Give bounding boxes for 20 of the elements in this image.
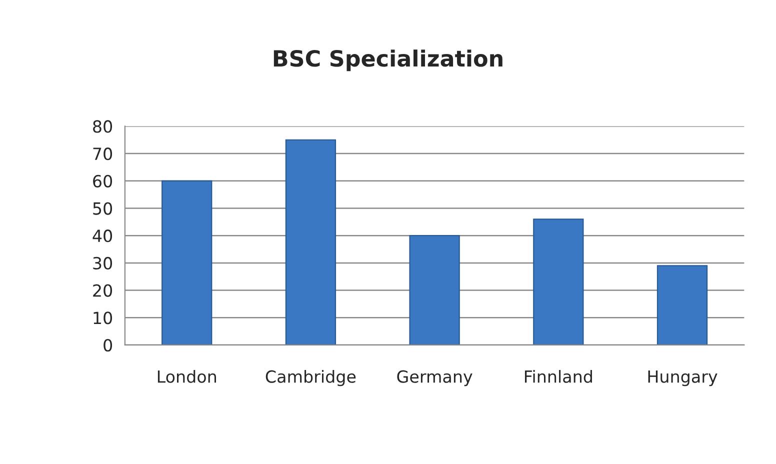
- x-tick-label: Cambridge: [266, 370, 356, 386]
- y-tick-label: 30: [93, 256, 112, 270]
- y-tick-label: 10: [94, 312, 112, 324]
- y-tick-label: 20: [93, 284, 112, 297]
- x-tick-label: Hungary: [648, 370, 718, 386]
- bar: [162, 180, 212, 345]
- x-tick-label: Germany: [397, 370, 472, 386]
- y-tick-label: 80: [93, 120, 112, 133]
- y-tick-label: 50: [93, 202, 112, 215]
- chart-title: BSC Specialization: [274, 50, 502, 72]
- y-tick-label: 60: [93, 174, 112, 188]
- bar: [409, 235, 460, 345]
- x-tick-label: Finnland: [524, 370, 592, 383]
- bar: [656, 265, 708, 345]
- y-tick-label: 70: [93, 148, 112, 160]
- x-tick-label: London: [158, 370, 216, 383]
- y-tick-label: 40: [92, 230, 112, 242]
- bar: [285, 139, 336, 345]
- y-tick-label: 0: [104, 338, 112, 352]
- bar: [533, 218, 584, 345]
